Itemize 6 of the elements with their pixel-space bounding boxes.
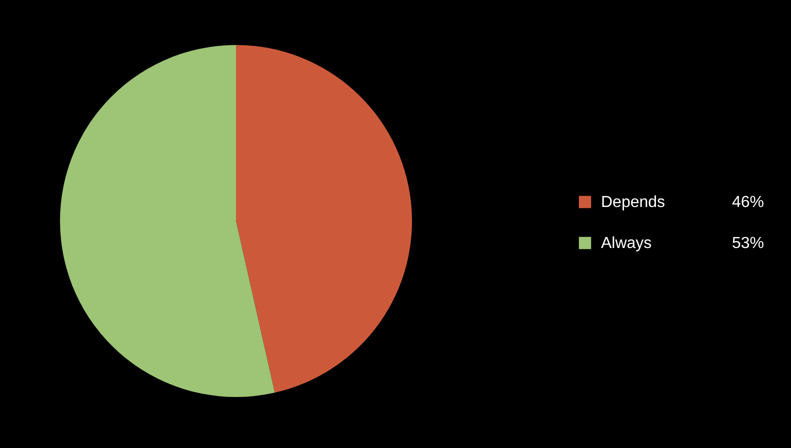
pie-slice: [236, 45, 412, 393]
data-label: 53%: [732, 235, 764, 252]
pie-slice: [60, 45, 275, 397]
legend-label: Always: [601, 235, 652, 252]
legend-label: Depends: [601, 194, 666, 211]
data-label: 46%: [732, 194, 764, 211]
